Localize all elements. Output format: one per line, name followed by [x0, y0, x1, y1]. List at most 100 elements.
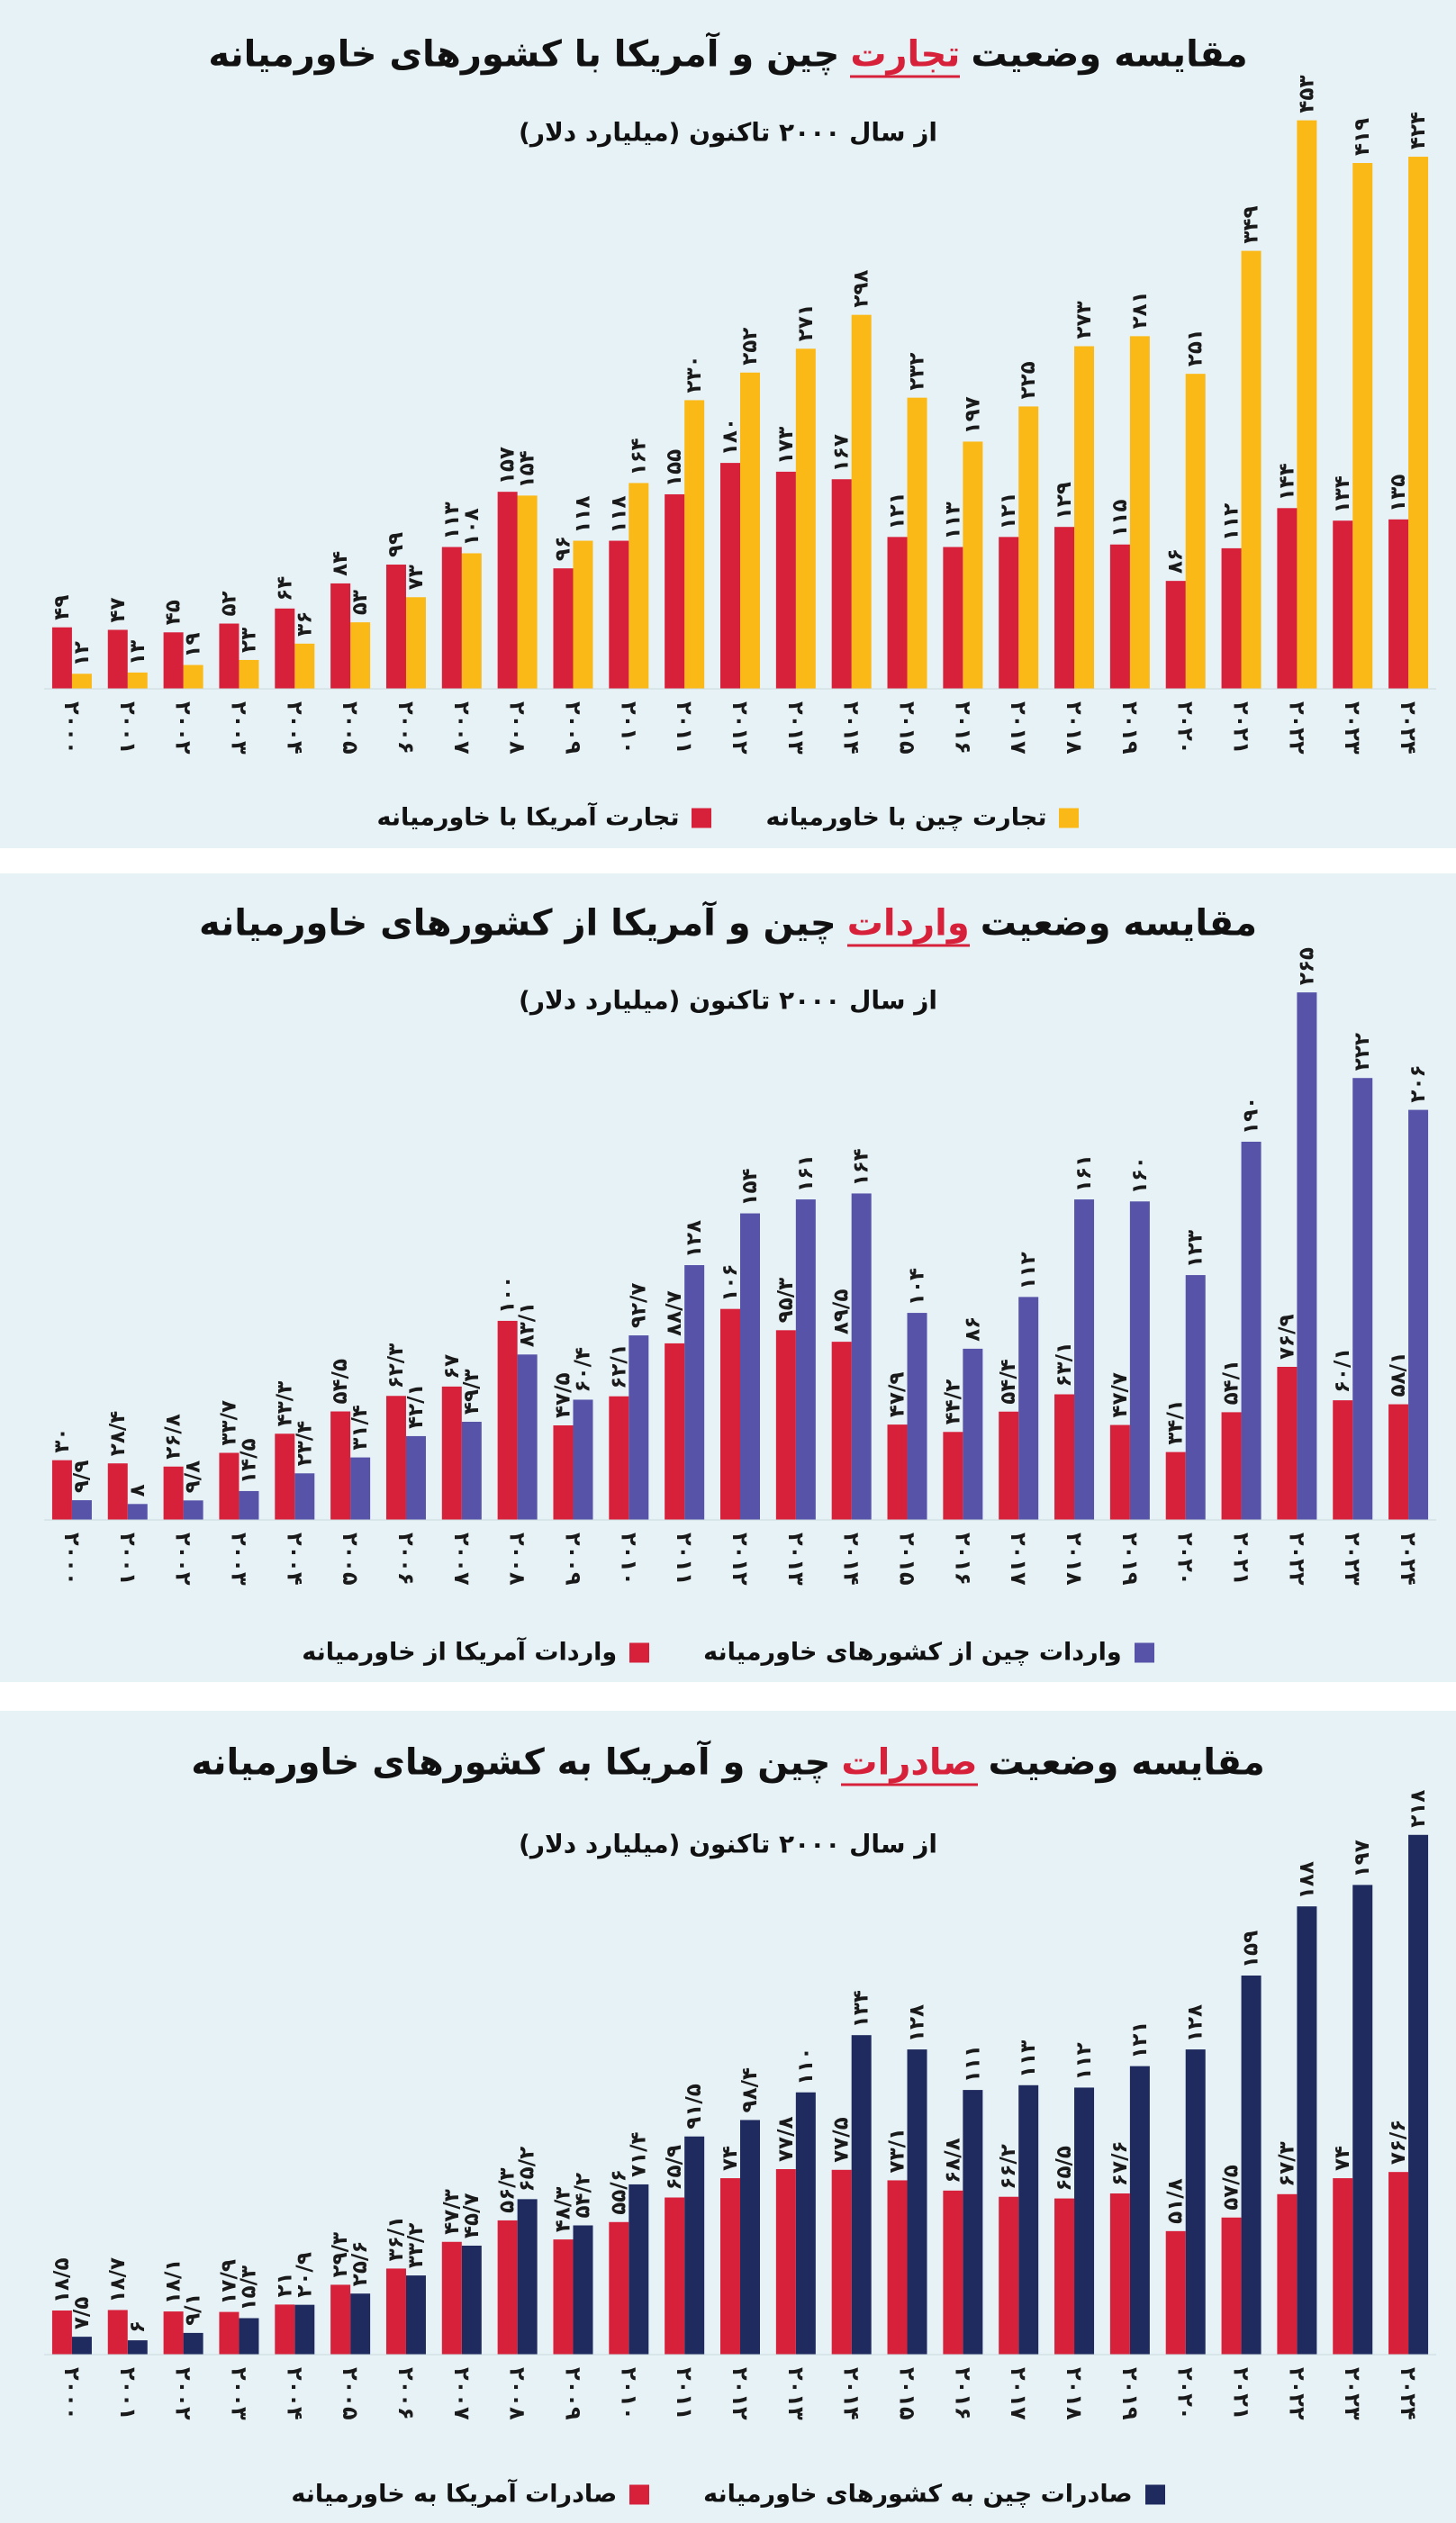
x-tick-label: ۲۰۱۹ [1117, 701, 1143, 755]
bar [831, 1342, 852, 1520]
x-tick-label: ۲۰۱۹ [1117, 2367, 1143, 2420]
x-tick-label: ۲۰۰۶ [393, 1533, 419, 1586]
value-label: ۶۰/۴ [571, 1347, 594, 1393]
bar [963, 2090, 983, 2355]
value-label: ۱۵۴ [516, 450, 539, 488]
bar [294, 2304, 315, 2355]
value-label: ۱۵۴ [738, 1168, 762, 1206]
bar [684, 1265, 705, 1520]
x-tick-label: ۲۰۱۸ [1062, 701, 1087, 755]
bar [1054, 527, 1075, 689]
chart-subtitle: از سال ۲۰۰۰ تاکنون (میلیارد دلار) [519, 1829, 937, 1859]
bar [553, 2239, 574, 2355]
value-label: ۶۷/۶ [1108, 2140, 1132, 2186]
value-label: ۴۱۹ [1351, 118, 1374, 156]
x-tick-label: ۲۰۱۲ [728, 1533, 753, 1586]
bar [461, 1422, 482, 1520]
value-label: ۵۷/۵ [1220, 2165, 1243, 2211]
value-label: ۱۴/۵ [237, 1438, 260, 1484]
x-tick-label: ۲۰۱۶ [950, 2367, 975, 2420]
bar [1109, 544, 1130, 689]
x-tick-label: ۲۰۰۹ [560, 1533, 585, 1586]
x-tick-label: ۲۰۱۵ [895, 701, 920, 755]
bar [385, 1396, 406, 1520]
value-label: ۱۱۸ [571, 495, 594, 533]
value-label: ۲۷۱ [794, 303, 818, 341]
title-highlight: واردات [846, 903, 970, 947]
bar [1388, 2172, 1409, 2355]
bar [517, 1354, 538, 1520]
value-label: ۶ [126, 2320, 149, 2333]
value-label: ۶۸/۸ [941, 2138, 964, 2184]
value-label: ۱۸۰ [719, 418, 742, 456]
bar [441, 1386, 462, 1520]
value-label: ۸۶ [1164, 548, 1188, 574]
bar [330, 2284, 351, 2355]
value-label: ۴۹ [50, 595, 74, 620]
value-label: ۶۳/۱ [1053, 1342, 1076, 1388]
value-label: ۱۸/۵ [50, 2257, 74, 2303]
bar [609, 2221, 629, 2355]
x-tick-label: ۲۰۱۱ [672, 2367, 697, 2420]
bar [963, 441, 983, 689]
bar [1165, 2230, 1186, 2355]
bar [1408, 157, 1429, 690]
bar [275, 1433, 295, 1520]
value-label: ۱۳۵ [1387, 475, 1410, 512]
bar [71, 1500, 92, 1520]
x-tick-label: ۲۰۱۰ [616, 1533, 641, 1586]
bar [517, 2199, 538, 2355]
value-label: ۹۸/۴ [738, 2067, 762, 2113]
bar [51, 627, 72, 689]
value-label: ۴۵۳ [1295, 76, 1318, 113]
bar [127, 2340, 148, 2355]
bar [1388, 519, 1409, 689]
bar [775, 471, 796, 689]
chart-panel: ۲۰۰۰ ۹/۹ ۳۰ ۲۰۰۱ ۸ ۲۸/۴ ۲۰۰۲ ۹/۸ ۲۶/۸ ۲۰۰۳ ۱۴/۵ ۳۳/… [0, 873, 1456, 1682]
bar [350, 1457, 371, 1520]
x-tick-label: ۲۰۰۷ [449, 701, 475, 755]
value-label: ۴۸/۳ [551, 2187, 574, 2233]
value-label: ۱۱۳ [440, 502, 464, 539]
x-tick-label: ۲۰۰۱ [115, 2367, 140, 2420]
x-tick-label: ۲۰۱۳ [783, 701, 809, 755]
bar [907, 1313, 927, 1520]
bar [405, 1435, 426, 1520]
value-label: ۱۶۰ [1128, 1156, 1152, 1194]
legend-label: صادرات آمریکا به خاورمیانه [291, 2480, 618, 2509]
chart: ۲۰۰۰ ۹/۹ ۳۰ ۲۰۰۱ ۸ ۲۸/۴ ۲۰۰۲ ۹/۸۲۶/۸ ۲۰۰۳ ۱۴/۵۳۳/… [44, 947, 1436, 1586]
value-label: ۵۴/۱ [1220, 1360, 1243, 1406]
legend-item: صادرات آمریکا به خاورمیانه [291, 2480, 650, 2509]
value-label: ۲۶/۸ [162, 1414, 185, 1460]
value-label: ۵۱/۸ [1164, 2178, 1188, 2224]
legend-label: واردات آمریکا از خاورمیانه [302, 1638, 618, 1667]
title-end: چین و آمریکا به کشورهای خاورمیانه [191, 1741, 831, 1784]
value-label: ۱۱۲ [1072, 2042, 1096, 2080]
x-tick-label: ۲۰۲۳ [1340, 701, 1365, 755]
bar [943, 1432, 963, 1520]
chart: ۲۰۰۰ ۱۲ ۴۹ ۲۰۰۱ ۱۳ ۴۷ ۲۰۰۲ ۱۹ ۴۵ ۲۰۰۳ ۲۳ ۵۲ ۲۰۰۴ ۳۶ ۶۴… [44, 76, 1436, 755]
x-tick-label: ۲۰۱۷ [1006, 701, 1031, 755]
value-label: ۱۱۳ [1017, 2040, 1040, 2078]
value-label: ۴۷/۷ [1108, 1372, 1132, 1418]
value-label: ۵۸/۱ [1387, 1352, 1410, 1397]
value-label: ۲۳۰ [683, 355, 706, 393]
bar [1277, 1366, 1298, 1520]
bar [1352, 1885, 1373, 2355]
bar [629, 2184, 649, 2355]
bar [1221, 1412, 1242, 1520]
bar [163, 1466, 184, 1520]
x-tick-label: ۲۰۲۴ [1396, 1533, 1421, 1586]
bar [71, 2337, 92, 2355]
bar [1408, 1834, 1429, 2355]
x-tick-label: ۲۰۰۲ [171, 1533, 196, 1586]
x-tick-label: ۲۰۰۴ [282, 2367, 307, 2420]
bar [51, 1460, 72, 1520]
value-label: ۷۶/۹ [1275, 1314, 1298, 1360]
value-label: ۷۱/۴ [627, 2131, 650, 2177]
bar [740, 2120, 760, 2355]
x-tick-label: ۲۰۱۵ [895, 1533, 920, 1586]
x-tick-label: ۲۰۲۲ [1284, 1533, 1309, 1586]
x-tick-label: ۲۰۰۹ [560, 2367, 585, 2420]
